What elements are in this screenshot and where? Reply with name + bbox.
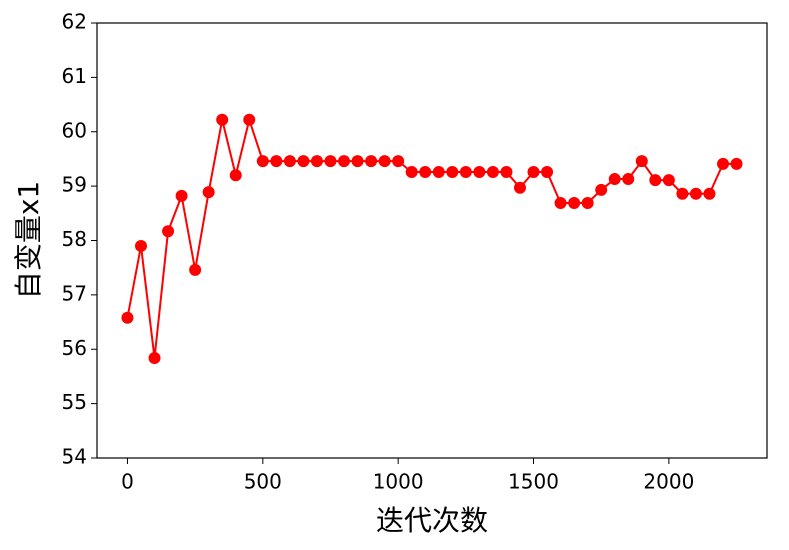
y-tick-label: 55 (62, 390, 87, 414)
y-tick-label: 58 (62, 227, 87, 251)
data-point (189, 263, 202, 276)
data-point (486, 165, 499, 178)
data-point (622, 173, 635, 186)
data-point (378, 155, 391, 168)
x-tick-label: 1000 (373, 470, 424, 494)
data-point (270, 155, 283, 168)
data-point (216, 113, 229, 126)
data-point (148, 351, 161, 364)
y-tick-label: 54 (62, 445, 87, 469)
x-tick-label: 0 (121, 470, 134, 494)
data-point (730, 157, 743, 170)
data-point (419, 165, 432, 178)
data-point (175, 189, 188, 202)
data-point (635, 155, 648, 168)
data-point (392, 155, 405, 168)
data-point (310, 155, 323, 168)
plot-frame (96, 22, 768, 459)
data-point (243, 113, 256, 126)
x-tick-label: 2000 (643, 470, 694, 494)
data-point (608, 173, 621, 186)
data-point (568, 196, 581, 209)
data-point (229, 169, 242, 182)
x-tick-label: 500 (244, 470, 282, 494)
data-point (717, 157, 730, 170)
data-point (473, 165, 486, 178)
data-point (297, 155, 310, 168)
y-axis-label: 自变量x1 (12, 181, 45, 299)
data-point (513, 181, 526, 194)
data-point (432, 165, 445, 178)
y-tick-label: 61 (62, 64, 87, 88)
data-point (324, 155, 337, 168)
data-point (365, 155, 378, 168)
data-point (121, 311, 134, 324)
data-point (581, 196, 594, 209)
data-point (446, 165, 459, 178)
x-tick-label: 1500 (508, 470, 559, 494)
y-tick-label: 59 (62, 173, 87, 197)
data-point (459, 165, 472, 178)
data-point (283, 155, 296, 168)
data-point (202, 186, 215, 199)
data-point (527, 165, 540, 178)
data-point (541, 165, 554, 178)
data-point (256, 155, 269, 168)
data-line (126, 116, 737, 359)
data-point (500, 165, 513, 178)
data-point (689, 187, 702, 200)
data-point (595, 183, 608, 196)
data-point (134, 239, 147, 252)
y-tick-label: 62 (62, 10, 87, 34)
data-point (405, 165, 418, 178)
data-point (649, 174, 662, 187)
data-point (554, 196, 567, 209)
data-point (662, 174, 675, 187)
y-tick-label: 60 (62, 118, 87, 142)
y-tick-label: 56 (62, 336, 87, 360)
x-axis-label: 迭代次数 (376, 504, 488, 537)
y-tick-label: 57 (62, 281, 87, 305)
data-point (676, 187, 689, 200)
data-point (338, 155, 351, 168)
data-point (703, 187, 716, 200)
data-point (351, 155, 364, 168)
data-point (162, 225, 175, 238)
